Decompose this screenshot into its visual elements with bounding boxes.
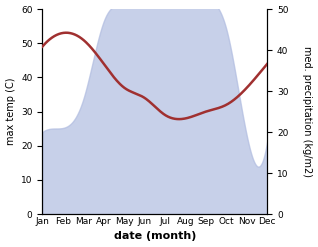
X-axis label: date (month): date (month)	[114, 231, 196, 242]
Y-axis label: med. precipitation (kg/m2): med. precipitation (kg/m2)	[302, 46, 313, 177]
Y-axis label: max temp (C): max temp (C)	[5, 78, 16, 145]
